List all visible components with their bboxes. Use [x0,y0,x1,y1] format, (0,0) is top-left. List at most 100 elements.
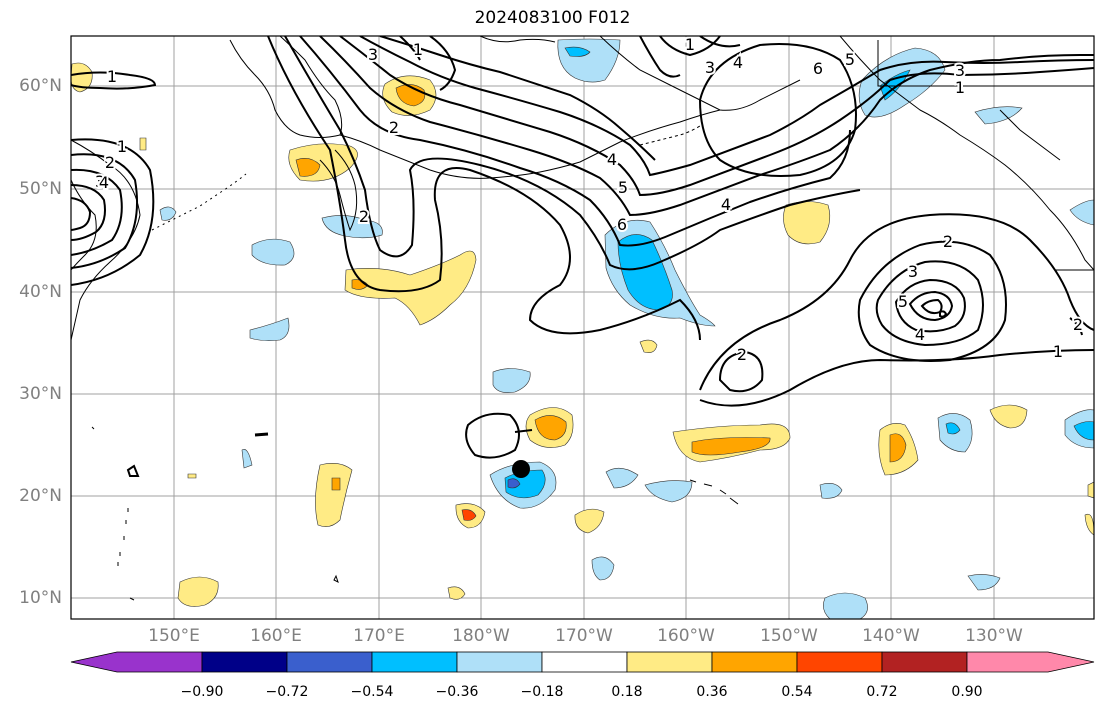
neg-patch [564,46,591,57]
neg-patch [159,206,177,221]
colorbar-tick-label: −0.36 [435,684,479,700]
map-title: 2024083100 F012 [474,8,631,28]
colorbar-segment [541,651,628,673]
contour-label: 2 [943,232,953,251]
lon-label: 160°E [250,626,302,646]
neg-patch [967,574,1001,591]
filled-anomalies [71,38,1094,619]
neg-patch [974,106,1023,125]
contour-label: 6 [617,215,627,234]
colorbar-segment [881,651,968,673]
colorbar-segment [456,651,543,673]
contour-label: 2 [1073,315,1083,334]
colorbar-tick-label: 0.36 [696,684,728,700]
contour-label: 3 [908,262,918,281]
colorbar-segment [626,651,713,673]
colorbar-tick-label: −0.18 [520,684,564,700]
contour-label: 2 [389,118,399,137]
pos-patch [461,509,477,521]
neg-patch [251,238,295,266]
contour-label: 4 [607,150,617,169]
contour-label: 1 [117,137,127,156]
pos-patch [331,477,341,491]
pos-patch [989,404,1028,429]
colorbar-segment [711,651,798,673]
colorbar-segment [201,651,288,673]
contour-label: 3 [705,58,715,77]
contour-label: 2 [737,345,747,364]
contour-label: 4 [915,325,925,344]
lat-label: 40°N [19,282,62,302]
neg-patch [1073,421,1094,441]
colorbar-tick-label: 0.54 [781,684,813,700]
colorbar-tick-label: −0.54 [350,684,394,700]
neg-patch [591,556,615,581]
lon-label: 150°E [148,626,200,646]
pos-patch [574,508,605,534]
neg-patch [241,449,253,469]
contour-label: 1 [955,78,965,97]
colorbar-segment [371,651,458,673]
contour-label: 1 [1053,342,1063,361]
colorbar [70,651,1095,673]
pos-patch [187,473,197,479]
neg-patch [823,592,868,619]
contour-label: 4 [99,173,109,192]
colorbar-segment [286,651,373,673]
neg-patch [644,480,693,503]
neg-patch [1069,199,1094,226]
neg-patch [249,317,290,341]
pos-patch [315,463,353,527]
contour-labels: 1 1 2 3 4 2 2 1 3 4 5 6 4 3 4 6 5 1 3 1 … [93,33,1085,366]
neg-patch [507,478,521,489]
lat-label: 20°N [19,486,62,506]
colorbar-tick-label: 0.18 [611,684,643,700]
neg-patch [605,467,639,489]
neg-patch [945,422,961,435]
lon-label: 130°W [965,626,1023,646]
pos-patch [344,250,477,326]
storm-center-marker [512,460,530,478]
pos-patch [295,158,321,177]
pos-patch [691,437,771,456]
colorbar-segment [966,651,1095,673]
colorbar-tick-label: 0.90 [951,684,983,700]
contour-label: 2 [105,153,115,172]
neg-patch [617,234,673,311]
colorbar-tick-label: 0.72 [866,684,898,700]
contour-label: 2 [359,207,369,226]
contour-label: 1 [413,40,423,59]
lon-label: 140°W [862,626,920,646]
lon-label: 170°E [353,626,405,646]
lat-label: 30°N [19,384,62,404]
pos-patch [447,586,466,600]
lat-label: 50°N [19,179,62,199]
pos-patch [889,433,907,463]
colorbar-tick-label: −0.90 [180,684,224,700]
colorbar-segment [796,651,883,673]
contour-label: 4 [721,195,731,214]
pos-patch [1084,513,1094,536]
pos-patch [177,576,219,607]
contour-label: 6 [813,59,823,78]
lon-label: 160°W [657,626,715,646]
contour-label: 3 [955,61,965,80]
contour-lines [71,36,1094,459]
pos-patch [1087,481,1094,499]
contour-label: 5 [898,292,908,311]
contour-label: 1 [107,67,117,86]
neg-patch [492,368,531,393]
contour-label: 5 [618,178,628,197]
neg-patch [321,215,383,239]
pos-patch [139,137,147,151]
contour-label: 5 [845,50,855,69]
lat-label: 60°N [19,76,62,96]
coastlines [71,36,1094,601]
pos-patch [534,415,567,441]
map-frame [70,35,1095,620]
lon-label: 180°W [452,626,510,646]
colorbar-segment [70,651,203,673]
neg-patch [819,483,843,499]
lon-label: 150°W [760,626,818,646]
